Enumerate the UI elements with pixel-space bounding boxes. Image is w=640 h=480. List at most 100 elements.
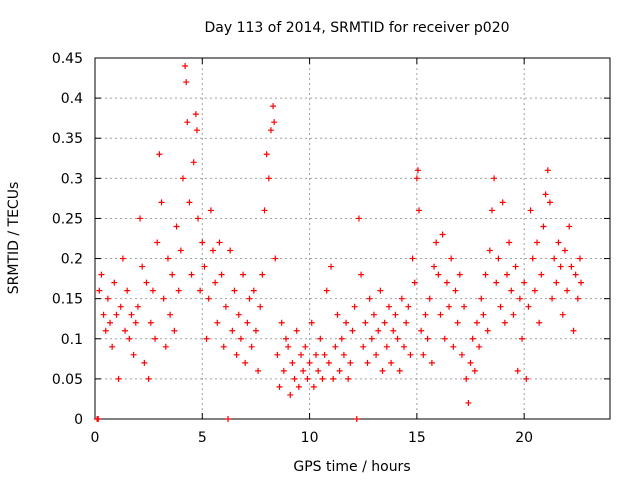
data-point: [225, 416, 232, 422]
chart-title: Day 113 of 2014, SRMTID for receiver p02…: [204, 20, 509, 36]
data-point: [549, 295, 556, 302]
data-point: [413, 175, 420, 182]
data-point: [420, 351, 427, 358]
data-point: [143, 279, 150, 286]
data-point: [443, 279, 450, 286]
data-point: [167, 311, 174, 318]
data-point: [317, 335, 324, 342]
data-point: [139, 263, 146, 270]
data-point: [315, 367, 322, 374]
data-point: [578, 279, 585, 286]
data-point: [193, 127, 200, 134]
data-point: [255, 367, 262, 374]
data-point: [508, 287, 515, 294]
data-point: [358, 271, 365, 278]
data-point: [267, 127, 274, 134]
data-point: [555, 239, 562, 246]
data-point: [544, 167, 551, 174]
data-point: [467, 359, 474, 366]
data-point: [525, 303, 532, 310]
data-point: [130, 351, 137, 358]
y-tick-label: 0.25: [52, 211, 83, 227]
data-point: [390, 327, 397, 334]
data-point: [461, 303, 468, 310]
data-point: [469, 335, 476, 342]
data-point: [336, 367, 343, 374]
y-tick-label: 0.3: [61, 171, 83, 187]
data-point: [171, 327, 178, 334]
data-point: [184, 119, 191, 126]
grid: [95, 58, 610, 419]
data-point: [482, 271, 489, 278]
y-tick-label: 0.1: [61, 332, 83, 348]
data-point: [298, 351, 304, 358]
data-point: [207, 207, 214, 214]
data-point: [418, 327, 425, 334]
data-point: [295, 383, 302, 390]
data-point: [538, 271, 545, 278]
data-point: [504, 271, 510, 278]
data-point: [197, 287, 204, 294]
y-tick-label: 0.35: [52, 131, 83, 147]
data-point: [334, 311, 341, 318]
data-point: [308, 319, 315, 326]
data-point: [124, 287, 131, 294]
data-point: [201, 263, 208, 270]
data-point: [405, 303, 412, 310]
data-point: [246, 295, 253, 302]
x-tick-label: 0: [91, 430, 100, 446]
data-point: [240, 271, 247, 278]
data-point: [540, 223, 547, 230]
data-point: [553, 279, 560, 286]
data-point: [278, 319, 285, 326]
data-point: [422, 311, 429, 318]
data-point: [388, 359, 395, 366]
data-point: [173, 223, 180, 230]
data-point: [100, 311, 107, 318]
data-point: [510, 311, 517, 318]
data-point: [495, 255, 502, 262]
data-point: [321, 351, 328, 358]
data-point: [506, 239, 513, 246]
data-point: [454, 319, 461, 326]
data-point: [439, 231, 446, 238]
data-point: [364, 359, 371, 366]
data-point: [531, 287, 538, 294]
data-point: [128, 311, 135, 318]
data-point: [576, 255, 583, 262]
data-point: [493, 279, 500, 286]
data-point: [407, 351, 414, 358]
data-point: [134, 303, 141, 310]
data-point: [192, 111, 199, 118]
data-point: [564, 287, 571, 294]
data-point: [222, 303, 229, 310]
data-point: [162, 343, 169, 350]
data-point: [534, 239, 541, 246]
data-point: [561, 247, 568, 254]
data-point: [379, 367, 386, 374]
data-point: [252, 327, 259, 334]
data-point: [300, 367, 307, 374]
y-tick-label: 0.45: [52, 51, 83, 67]
data-point: [401, 343, 407, 350]
data-point: [188, 271, 195, 278]
axis-ticks: [94, 57, 610, 420]
data-point: [313, 351, 320, 358]
data-point: [319, 375, 326, 382]
data-point: [458, 351, 465, 358]
data-point: [514, 367, 521, 374]
data-point: [182, 63, 189, 70]
data-point: [276, 383, 283, 390]
data-point: [428, 359, 435, 366]
data-point: [486, 247, 493, 254]
data-point: [519, 335, 526, 342]
data-point: [291, 375, 298, 382]
data-point: [516, 295, 523, 302]
data-point: [332, 343, 339, 350]
y-axis-label: SRMTID / TECUs: [6, 182, 22, 295]
data-point: [280, 367, 287, 374]
data-point: [111, 279, 118, 286]
data-point: [126, 335, 133, 342]
data-point: [244, 319, 251, 326]
